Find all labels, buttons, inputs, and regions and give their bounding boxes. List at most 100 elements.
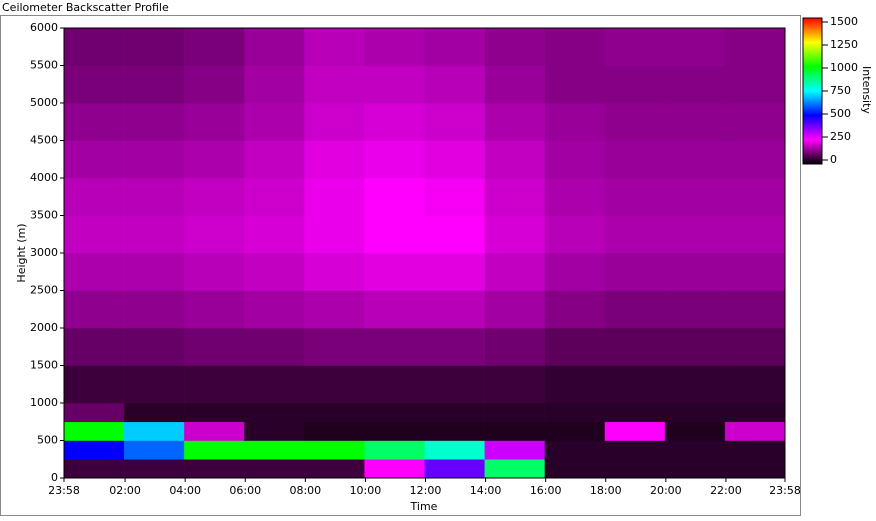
heatmap-cell (124, 65, 185, 104)
heatmap-cell (544, 140, 606, 179)
x-tick-label: 23:58 (769, 484, 801, 497)
heatmap-cell (124, 328, 185, 366)
heatmap-cell (544, 253, 606, 291)
heatmap-cell (244, 459, 305, 479)
heatmap-cell (604, 421, 666, 441)
heatmap-cell (304, 178, 365, 216)
heatmap-cell (544, 28, 606, 66)
heatmap-cell (604, 65, 666, 104)
heatmap-cell (724, 103, 786, 141)
heatmap-cell (304, 253, 365, 291)
heatmap-cell (64, 28, 125, 66)
heatmap-cell (304, 403, 365, 423)
heatmap-cell (724, 215, 786, 254)
heatmap-cell (484, 140, 545, 179)
heatmap-cell (724, 459, 786, 479)
heatmap-cell (724, 365, 786, 404)
heatmap-cell (424, 65, 485, 104)
heatmap-cell (484, 103, 545, 141)
heatmap-cell (244, 253, 305, 291)
heatmap-cell (184, 215, 245, 254)
heatmap-cell (724, 253, 786, 291)
heatmap-cell (664, 290, 726, 329)
heatmap-cell (64, 178, 125, 216)
heatmap-cell (304, 103, 365, 141)
heatmap-cell (124, 365, 185, 404)
heatmap-cell (484, 290, 545, 329)
colorbar-label: Intensity (860, 66, 873, 114)
heatmap-cell (64, 215, 125, 254)
heatmap-cell (424, 365, 485, 404)
heatmap-cell (484, 328, 545, 366)
heatmap-cell (544, 421, 606, 441)
heatmap-cell (364, 459, 425, 479)
heatmap-cell (184, 290, 245, 329)
heatmap-cell (64, 290, 125, 329)
heatmap-cell (124, 28, 185, 66)
x-tick-label: 12:00 (410, 484, 442, 497)
heatmap-cell (484, 178, 545, 216)
heatmap-cell (664, 178, 726, 216)
heatmap-cell (484, 28, 545, 66)
heatmap-cell (244, 328, 305, 366)
heatmap-cell (364, 28, 425, 66)
heatmap-cell (244, 28, 305, 66)
heatmap-cell (424, 140, 485, 179)
heatmap-cell (724, 421, 786, 441)
heatmap-cell (184, 421, 245, 441)
heatmap-cell (184, 403, 245, 423)
heatmap-cell (424, 328, 485, 366)
heatmap-cell (484, 65, 545, 104)
colorbar-tick-label: 1500 (830, 15, 858, 28)
heatmap-cell (304, 290, 365, 329)
heatmap-cell (664, 459, 726, 479)
heatmap-cell (244, 140, 305, 179)
heatmap-cell (484, 215, 545, 254)
heatmap-cell (64, 459, 125, 479)
heatmap-cell (544, 365, 606, 404)
x-tick-label: 06:00 (229, 484, 261, 497)
heatmap-cell (184, 459, 245, 479)
colorbar (802, 17, 823, 165)
heatmap-cell (604, 290, 666, 329)
heatmap-cell (124, 178, 185, 216)
x-axis-label: Time (410, 500, 438, 513)
heatmap-cell (364, 328, 425, 366)
heatmap-cell (424, 421, 485, 441)
heatmap-cell (604, 459, 666, 479)
heatmap-cell (184, 28, 245, 66)
heatmap-cell (364, 215, 425, 254)
colorbar-tick-label: 250 (830, 130, 851, 143)
heatmap-cell (124, 215, 185, 254)
heatmap-cell (724, 140, 786, 179)
heatmap-cell (364, 365, 425, 404)
x-tick-label: 14:00 (470, 484, 502, 497)
heatmap-cell (124, 103, 185, 141)
heatmap-cell (64, 440, 125, 460)
axes: 0500100015002000250030003500400045005000… (30, 15, 858, 497)
heatmap-cell (64, 365, 125, 404)
chart-title: Ceilometer Backscatter Profile (2, 1, 169, 14)
heatmap-cell (64, 421, 125, 441)
heatmap-cell (244, 403, 305, 423)
y-tick-label: 3000 (30, 246, 58, 259)
heatmap-cell (124, 140, 185, 179)
y-tick-label: 5500 (30, 59, 58, 72)
heatmap-cell (244, 365, 305, 404)
heatmap-cell (604, 328, 666, 366)
heatmap-cell (124, 440, 185, 460)
heatmap-cell (364, 253, 425, 291)
heatmap-cell (604, 140, 666, 179)
heatmap-cell (124, 253, 185, 291)
colorbar-tick-label: 500 (830, 107, 851, 120)
y-tick-label: 0 (51, 471, 58, 484)
heatmap-cell (724, 440, 786, 460)
x-tick-label: 04:00 (169, 484, 201, 497)
heatmap-cell (664, 440, 726, 460)
heatmap-cell (664, 65, 726, 104)
x-tick-label: 22:00 (710, 484, 742, 497)
heatmap-cell (64, 403, 125, 423)
x-tick-label: 10:00 (350, 484, 382, 497)
heatmap-cell (544, 403, 606, 423)
heatmap-cell (64, 140, 125, 179)
